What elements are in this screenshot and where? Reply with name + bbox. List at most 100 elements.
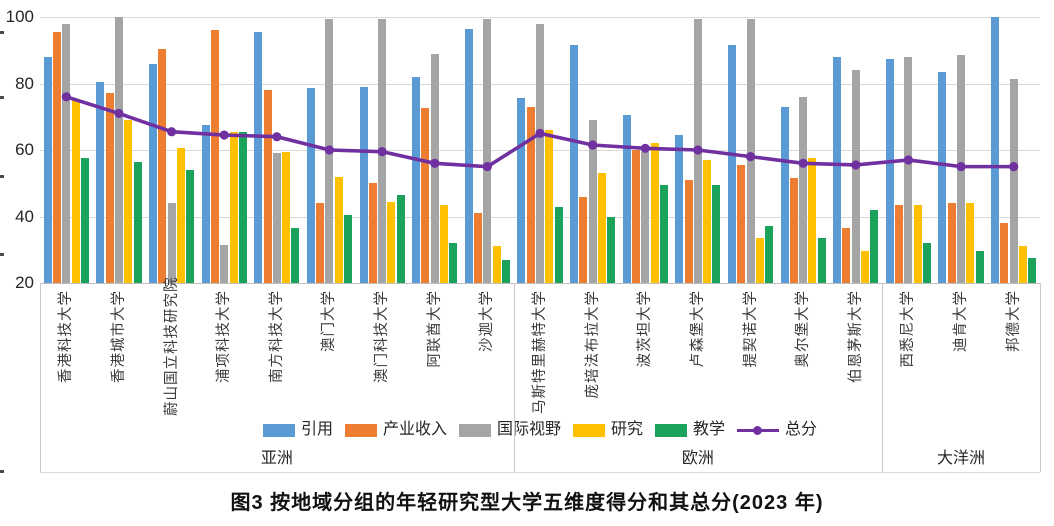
x-category-label: 西悉尼大学 [900, 290, 917, 368]
y-axis-tick [0, 253, 4, 256]
total-score-marker [1009, 162, 1019, 172]
bar-citations [43, 56, 52, 283]
total-score-marker [166, 127, 177, 137]
bar-international-outlook [1009, 78, 1018, 283]
y-axis-tick [0, 175, 4, 178]
bar-research [440, 204, 449, 283]
bar-teaching [554, 206, 563, 283]
x-category-label: 浦项科技大学 [216, 290, 233, 383]
bar-teaching [975, 251, 984, 283]
legend-swatch-research [573, 423, 605, 437]
legend-label: 研究 [611, 421, 644, 438]
legend-swatch-industry-income [344, 423, 377, 437]
y-tick-label: 40 [15, 206, 34, 226]
bar-teaching [238, 131, 247, 283]
legend-label: 总分 [785, 421, 818, 438]
total-score-marker [588, 140, 598, 150]
x-category-label: 沙迦大学 [479, 290, 496, 352]
region-label: 亚洲 [260, 450, 293, 467]
bar-industry-income [842, 228, 851, 283]
bar-research [176, 148, 185, 283]
bar-international-outlook [904, 56, 913, 283]
bar-teaching [659, 184, 668, 283]
bar-teaching [712, 184, 721, 283]
bar-teaching [344, 214, 353, 283]
bar-international-outlook [430, 53, 439, 283]
y-tick-label: 80 [15, 73, 34, 93]
x-category-label: 波茨坦大学 [637, 290, 654, 368]
x-category-label: 南方科技大学 [268, 290, 285, 383]
bar-industry-income [158, 48, 167, 283]
bar-international-outlook [799, 96, 808, 283]
legend-marker-total [737, 424, 780, 437]
bar-industry-income [368, 183, 377, 283]
bar-industry-income [105, 93, 114, 283]
total-score-marker [956, 162, 966, 172]
bar-research [808, 158, 817, 283]
bar-international-outlook [62, 23, 71, 283]
bar-research [492, 246, 501, 283]
bar-citations [412, 76, 421, 283]
bar-research [650, 143, 659, 283]
region-divider [40, 283, 41, 472]
total-score-marker [61, 92, 71, 102]
bar-citations [148, 63, 157, 283]
bar-citations [780, 106, 789, 283]
y-axis-tick [0, 31, 4, 34]
bar-citations [96, 81, 105, 283]
bar-industry-income [684, 179, 693, 283]
y-axis-tick [0, 470, 4, 473]
bar-research [124, 120, 133, 283]
total-score-marker [430, 158, 440, 168]
bar-industry-income [579, 196, 588, 283]
x-category-label: 提契诺大学 [742, 290, 759, 368]
x-category-label: 庞培法布拉大学 [584, 290, 601, 399]
legend-label: 产业收入 [382, 421, 447, 438]
bar-international-outlook [220, 244, 229, 283]
y-tick-label: 20 [15, 273, 34, 292]
bar-international-outlook [641, 151, 650, 283]
total-score-marker [798, 158, 808, 168]
bar-research [755, 238, 764, 283]
legend-label: 引用 [300, 421, 333, 438]
legend-item: 总分 [737, 421, 817, 439]
bar-citations [727, 45, 736, 283]
x-category-label: 卢森堡大学 [689, 290, 706, 368]
total-score-marker [851, 160, 861, 170]
figure-caption: 图3 按地域分组的年轻研究型大学五维度得分和其总分(2023 年) [230, 492, 824, 514]
x-category-label: 马斯特里赫特大学 [532, 290, 548, 414]
y-axis-tick [0, 96, 4, 99]
bar-research [71, 100, 80, 283]
x-category-label: 阿联酋大学 [426, 290, 443, 368]
total-score-marker [745, 152, 756, 162]
bar-industry-income [53, 31, 62, 283]
bar-citations [885, 58, 894, 283]
bar-teaching [501, 259, 510, 283]
legend-swatch-international-outlook [458, 423, 491, 437]
bar-teaching [133, 161, 142, 283]
bar-citations [517, 98, 526, 283]
bar-international-outlook [167, 203, 176, 283]
region-divider [882, 283, 884, 472]
total-score-marker [693, 145, 703, 155]
bar-teaching [186, 169, 195, 283]
bar-research [229, 131, 238, 283]
x-category-label: 香港城市大学 [110, 290, 127, 383]
bar-research [703, 159, 712, 283]
x-category-label: 澳门科技大学 [374, 290, 391, 383]
bar-industry-income [1000, 223, 1009, 283]
bar-industry-income [737, 164, 746, 283]
x-category-label: 奥尔堡大学 [795, 290, 812, 368]
total-score-marker [640, 143, 650, 153]
bar-research [966, 203, 975, 283]
y-tick-label: 60 [15, 140, 34, 159]
bar-citations [991, 17, 1000, 283]
bar-teaching [80, 158, 89, 283]
x-category-label: 香港科技大学 [58, 290, 75, 383]
bar-teaching [817, 238, 826, 283]
legend-swatch-teaching [655, 423, 688, 437]
legend-label: 教学 [693, 421, 726, 438]
region-label: 欧洲 [681, 450, 714, 467]
bar-teaching [765, 226, 774, 283]
